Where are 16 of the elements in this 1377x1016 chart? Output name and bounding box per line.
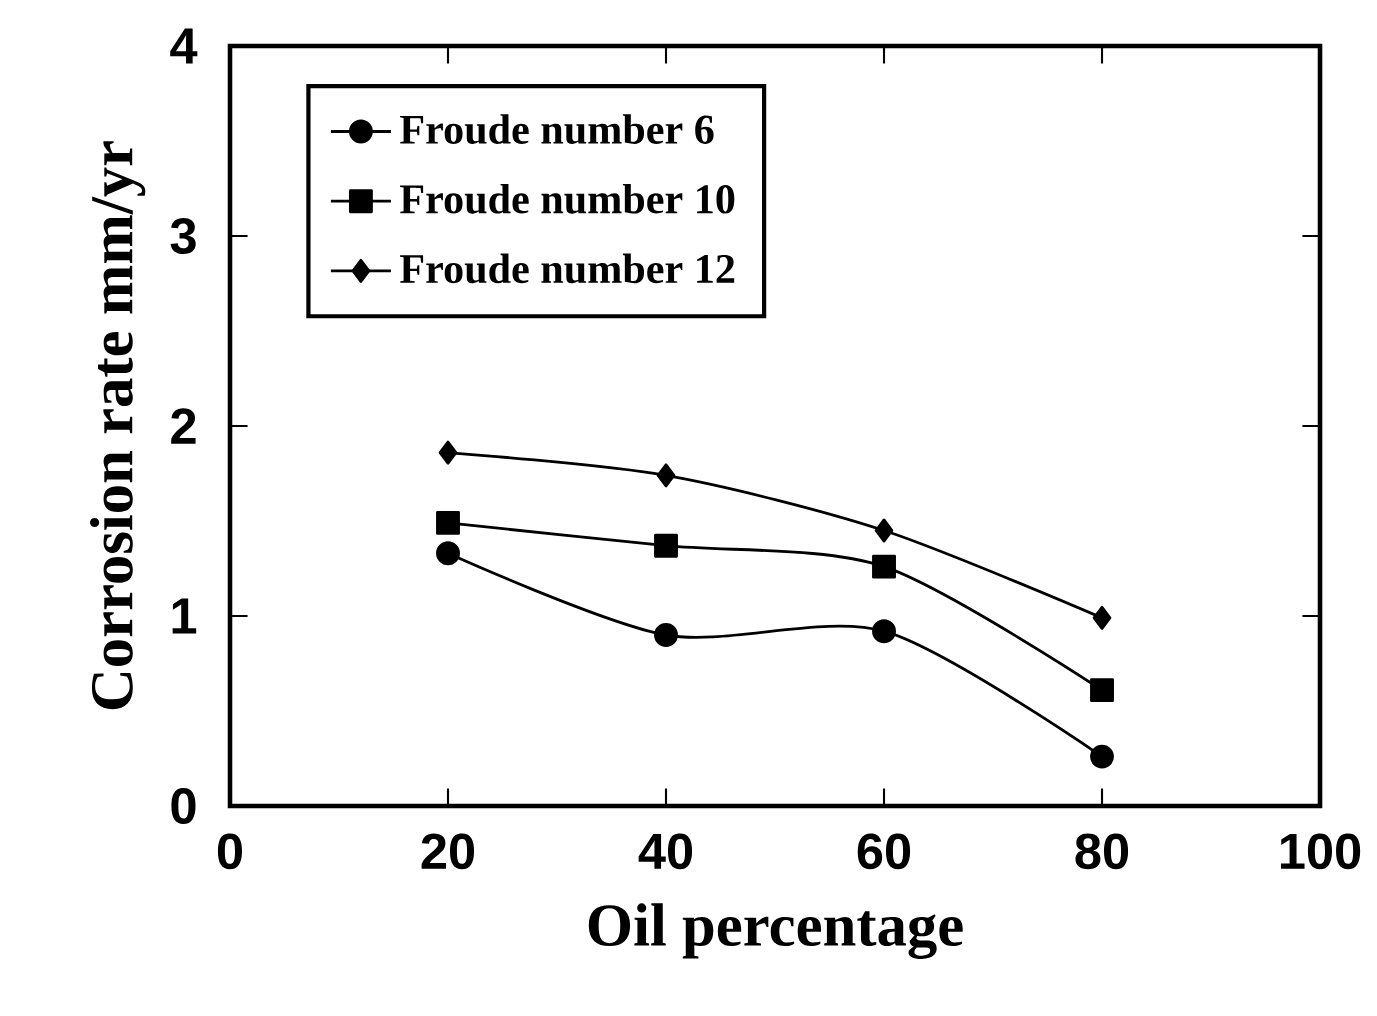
x-tick-label: 80: [1075, 833, 1129, 870]
y-tick-label: 3: [170, 218, 196, 254]
x-tick-label: 0: [217, 833, 242, 870]
y-tick-label: 4: [170, 28, 198, 64]
legend-label: Froude number 12: [400, 253, 735, 284]
y-tick-label: 0: [171, 788, 196, 824]
x-tick-label: 40: [638, 833, 693, 870]
legend-label: Froude number 10: [400, 183, 735, 214]
x-tick-label: 100: [1280, 833, 1361, 870]
x-axis-title: Oil percentage: [588, 903, 963, 959]
x-tick-label: 20: [421, 833, 475, 870]
y-axis-title: Corrosion rate mm/yr: [90, 141, 146, 710]
x-tick-label: 60: [857, 833, 911, 870]
legend-label: Froude number 6: [400, 114, 714, 144]
y-tick-label: 2: [171, 408, 196, 444]
y-tick-label: 1: [172, 598, 197, 634]
